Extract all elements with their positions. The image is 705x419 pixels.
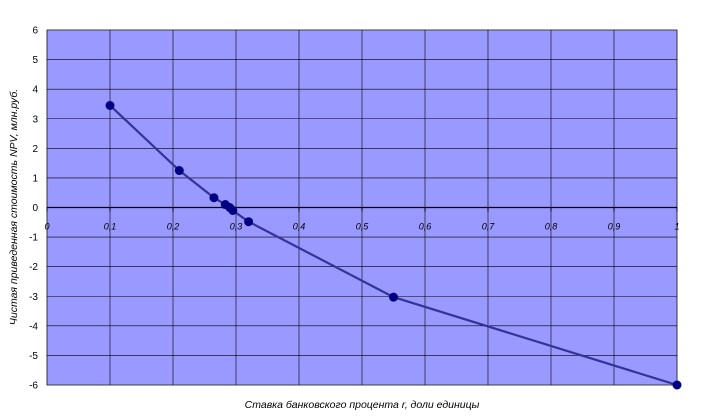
y-tick-label: -4 — [29, 321, 38, 332]
y-tick-label: 1 — [32, 173, 38, 184]
y-tick-label: -1 — [29, 233, 38, 244]
y-tick-label: 0 — [32, 203, 38, 214]
x-tick-label: 0,6 — [419, 222, 432, 232]
x-axis-title: Ставка банковского процента r, доли един… — [245, 399, 480, 411]
data-point — [174, 166, 184, 176]
x-tick-labels: 0 0,1 0,2 0,3 0,4 0,5 0,6 0,7 0,8 0,9 1 — [44, 222, 679, 232]
y-tick-label: 4 — [32, 85, 38, 96]
data-point — [228, 205, 238, 215]
y-tick-label: -3 — [29, 292, 38, 303]
x-tick-label: 0,3 — [230, 222, 243, 232]
y-axis-title: Чистая приведенная стоимость NPV, млн.ру… — [8, 89, 20, 325]
x-tick-label: 0,7 — [482, 222, 496, 232]
npv-series — [105, 100, 682, 390]
y-tick-label: -2 — [29, 262, 38, 273]
x-tick-label: 0,5 — [356, 222, 370, 232]
y-tick-label: 5 — [32, 55, 38, 66]
data-point — [244, 217, 254, 227]
x-tick-label: 0 — [44, 222, 49, 232]
x-tick-label: 0,1 — [104, 222, 117, 232]
x-tick-label: 0,8 — [545, 222, 558, 232]
y-tick-label: -5 — [29, 351, 38, 362]
y-tick-label: 6 — [32, 26, 38, 37]
y-tick-label: 3 — [32, 114, 38, 125]
x-tick-label: 1 — [674, 222, 679, 232]
y-tick-label: -6 — [29, 381, 38, 392]
data-point — [389, 292, 398, 302]
x-tick-label: 0,9 — [608, 222, 621, 232]
x-axis-line — [46, 206, 678, 212]
data-point — [209, 193, 219, 203]
data-point — [672, 380, 682, 390]
x-tick-label: 0,4 — [293, 222, 306, 232]
x-tick-label: 0,2 — [167, 222, 180, 232]
data-point — [105, 100, 115, 110]
y-tick-label: 2 — [32, 144, 38, 155]
y-tick-labels: 6 5 4 3 2 1 0 -1 -2 -3 -4 -5 -6 — [29, 26, 38, 392]
